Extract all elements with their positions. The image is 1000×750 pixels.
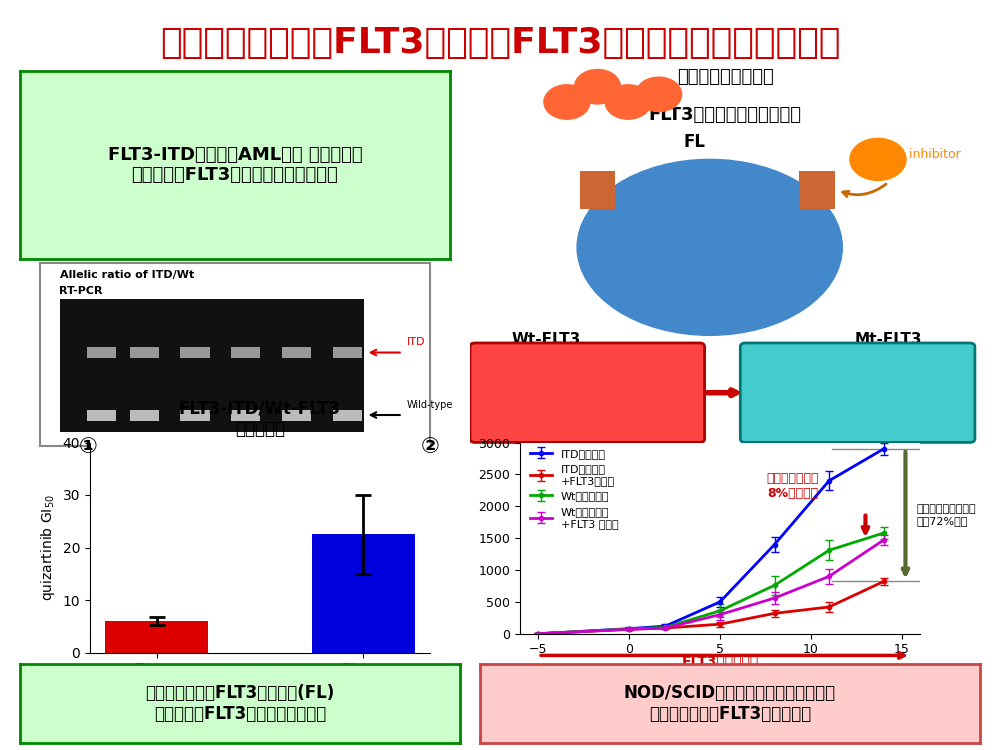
Text: 共発現する野生型FLT3を介したFLT3阻害剤耐性化メカニズム: 共発現する野生型FLT3を介したFLT3阻害剤耐性化メカニズム: [160, 26, 840, 60]
Bar: [87, 410, 116, 421]
Text: RT-PCR: RT-PCR: [60, 286, 103, 296]
Text: 共発現細胞ではFLT3リガンド(FL)
刺激によりFLT3阻害剤の効果減弱: 共発現細胞ではFLT3リガンド(FL) 刺激によりFLT3阻害剤の効果減弱: [145, 684, 335, 722]
Bar: [231, 410, 260, 421]
FancyBboxPatch shape: [740, 343, 975, 442]
Circle shape: [605, 85, 651, 119]
Circle shape: [575, 70, 620, 104]
Bar: [180, 410, 210, 421]
Text: FLT3阻害剤
耐性化？: FLT3阻害剤 耐性化？: [825, 376, 891, 409]
Legend: ITD単独細胞, ITD単独細胞
+FLT3阻害剤, Wt共発現細胞, Wt共発現細胞
+FLT3 阻害剤: ITD単独細胞, ITD単独細胞 +FLT3阻害剤, Wt共発現細胞, Wt共発…: [526, 444, 623, 533]
FancyBboxPatch shape: [470, 343, 705, 442]
Text: リガンド刺激による: リガンド刺激による: [677, 68, 773, 86]
Bar: [130, 347, 159, 358]
Bar: [332, 410, 362, 421]
Text: FL: FL: [683, 133, 705, 151]
Text: 変異型単独発現細胞
では72%減少: 変異型単独発現細胞 では72%減少: [916, 504, 976, 526]
Bar: [312, 534, 415, 652]
Text: Allelic ratio of ITD/Wt: Allelic ratio of ITD/Wt: [60, 270, 194, 280]
Bar: [180, 347, 210, 358]
Text: FLT3-ITD変異陽性AML細胞 のほとんど
では野生型FLT3分子も共発現している: FLT3-ITD変異陽性AML細胞 のほとんど では野生型FLT3分子も共発現し…: [108, 146, 362, 184]
Bar: [332, 347, 362, 358]
Text: Mt-FLT3: Mt-FLT3: [854, 332, 922, 346]
Text: ②: ②: [421, 437, 440, 457]
Bar: [87, 347, 116, 358]
Text: FLT3阻害剤投与: FLT3阻害剤投与: [681, 655, 759, 669]
Ellipse shape: [577, 160, 842, 335]
Bar: [60, 299, 364, 431]
Title: FLT3-ITD/Wt-FLT3
共発現細胞: FLT3-ITD/Wt-FLT3 共発現細胞: [179, 399, 341, 438]
Text: FLT3 inhibitor: FLT3 inhibitor: [877, 148, 961, 161]
Circle shape: [544, 85, 590, 119]
Text: Wt-FLT3: Wt-FLT3: [512, 332, 581, 346]
Bar: [799, 171, 835, 209]
Text: NOD/SCIDマウス皮下移植モデルでの
リガンド依存性FLT3阻害剤耐性: NOD/SCIDマウス皮下移植モデルでの リガンド依存性FLT3阻害剤耐性: [624, 684, 836, 722]
Bar: [282, 410, 311, 421]
Circle shape: [636, 77, 682, 112]
Text: ITD: ITD: [407, 337, 425, 347]
Bar: [105, 621, 208, 652]
Text: FLT3阻害剤耐性機序モデル: FLT3阻害剤耐性機序モデル: [648, 106, 802, 124]
Bar: [580, 171, 615, 209]
Text: 共発現細胞では
8%縮小のみ: 共発現細胞では 8%縮小のみ: [766, 472, 819, 500]
Text: ①: ①: [79, 437, 98, 457]
Text: Wt-FLT3を介した
Pathway活性化: Wt-FLT3を介した Pathway活性化: [534, 376, 640, 409]
Y-axis label: quizartinib GI$_{50}$: quizartinib GI$_{50}$: [39, 494, 57, 601]
Bar: [231, 347, 260, 358]
Circle shape: [850, 138, 906, 181]
Bar: [282, 347, 311, 358]
Text: Wild-type: Wild-type: [407, 400, 453, 410]
Bar: [130, 410, 159, 421]
